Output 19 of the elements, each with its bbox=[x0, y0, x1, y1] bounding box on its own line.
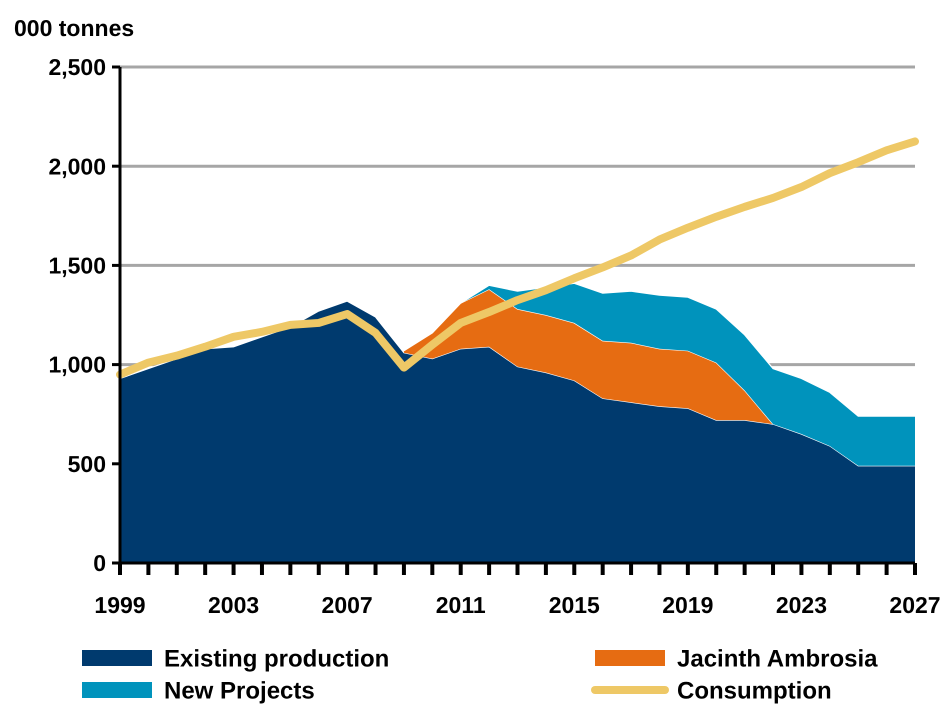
x-tick-label: 2007 bbox=[322, 592, 373, 618]
legend-label: Consumption bbox=[677, 677, 832, 704]
y-tick-label: 500 bbox=[68, 450, 106, 477]
x-tick-label: 2027 bbox=[889, 592, 941, 618]
legend-label: Existing production bbox=[164, 645, 390, 672]
x-tick-label: 2003 bbox=[208, 592, 260, 618]
y-tick-label: 2,500 bbox=[48, 54, 106, 80]
y-tick-label: 1,500 bbox=[48, 252, 106, 278]
y-axis-title: 000 tonnes bbox=[14, 15, 134, 41]
x-tick-label: 2019 bbox=[662, 592, 714, 618]
y-tick-label: 2,000 bbox=[48, 153, 106, 180]
x-tick-label: 2011 bbox=[436, 592, 486, 618]
y-tick-label: 1,000 bbox=[48, 352, 106, 378]
legend-label: New Projects bbox=[164, 677, 315, 704]
legend-label: Jacinth Ambrosia bbox=[677, 645, 878, 672]
x-tick-label: 1999 bbox=[94, 592, 146, 618]
x-tick-label: 2023 bbox=[776, 592, 828, 618]
y-tick-label: 0 bbox=[93, 550, 106, 576]
x-tick-label: 2015 bbox=[548, 592, 600, 618]
